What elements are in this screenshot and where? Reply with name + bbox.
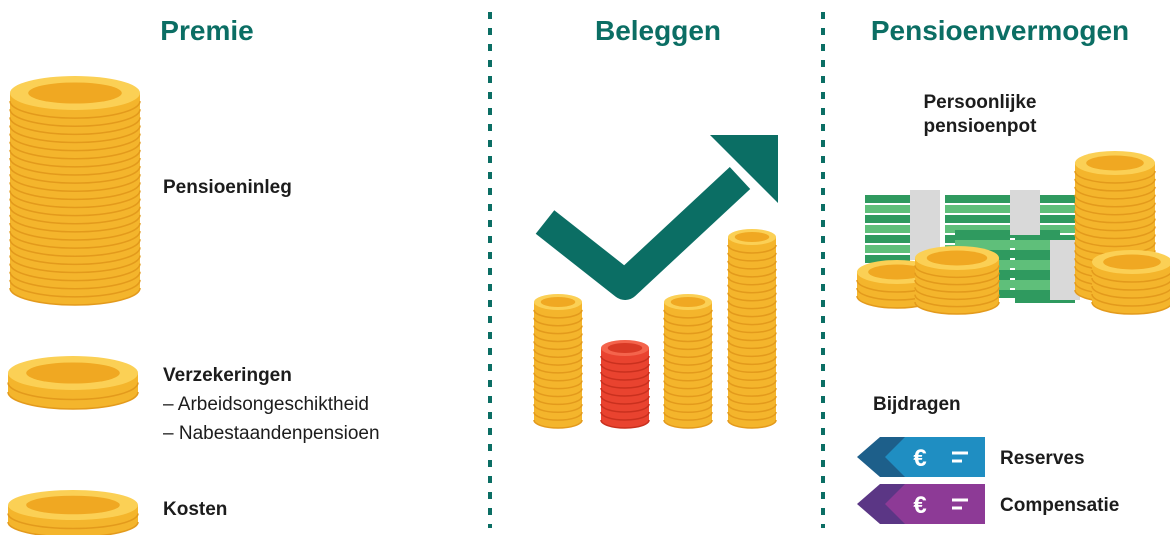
bill [945, 205, 1010, 213]
coin-face [541, 297, 576, 307]
tag-icon: € [913, 492, 926, 519]
coin-body [728, 237, 776, 420]
bill-band [1010, 190, 1040, 235]
coin-stack [728, 229, 776, 428]
bijdragen-label: Bijdragen [873, 394, 961, 415]
tag-front [885, 484, 985, 524]
canvas: Premie Beleggen Pensioenvermogen Pensioe… [0, 0, 1170, 535]
trend-arrow [545, 178, 740, 285]
infographic: Premie Beleggen Pensioenvermogen Pensioe… [0, 0, 1170, 535]
tag-icon: € [913, 445, 926, 472]
bill [865, 205, 910, 213]
coin-face [671, 297, 706, 307]
coin-face [608, 343, 643, 353]
bill [945, 195, 1010, 203]
bill [865, 195, 910, 203]
item-label: Pensioeninleg [163, 177, 292, 198]
coin-stack [10, 76, 140, 305]
item-line: – Arbeidsongeschiktheid [163, 394, 369, 415]
item-label: Verzekeringen [163, 365, 292, 386]
coin-stack [534, 294, 582, 428]
coin-stack [1092, 250, 1170, 314]
coin-face [28, 82, 122, 103]
bill [955, 230, 1015, 238]
coin-stack [8, 356, 138, 409]
column-title: Pensioenvermogen [871, 15, 1129, 46]
tag-label: Reserves [1000, 448, 1085, 469]
item-label: Kosten [163, 499, 227, 520]
coin-face [927, 251, 987, 266]
coin-stack [664, 294, 712, 428]
bill [865, 215, 910, 223]
coin-face [26, 496, 120, 515]
bill [865, 225, 910, 233]
coin-face [735, 232, 770, 242]
coin-face [1103, 255, 1161, 270]
bill [865, 245, 910, 253]
item-line: – Nabestaandenpensioen [163, 423, 380, 444]
coin-stack [8, 490, 138, 535]
bill [865, 235, 910, 243]
coin-stack [601, 340, 649, 428]
bill [945, 215, 1010, 223]
coin-stack [915, 246, 999, 314]
pot-label: pensioenpot [924, 116, 1038, 137]
coin-face [26, 362, 120, 383]
coin-face [1086, 156, 1144, 171]
tag-label: Compensatie [1000, 495, 1119, 516]
column-title: Premie [160, 15, 253, 46]
tag-front [885, 437, 985, 477]
pot-label: Persoonlijke [924, 92, 1037, 113]
column-title: Beleggen [595, 15, 721, 46]
